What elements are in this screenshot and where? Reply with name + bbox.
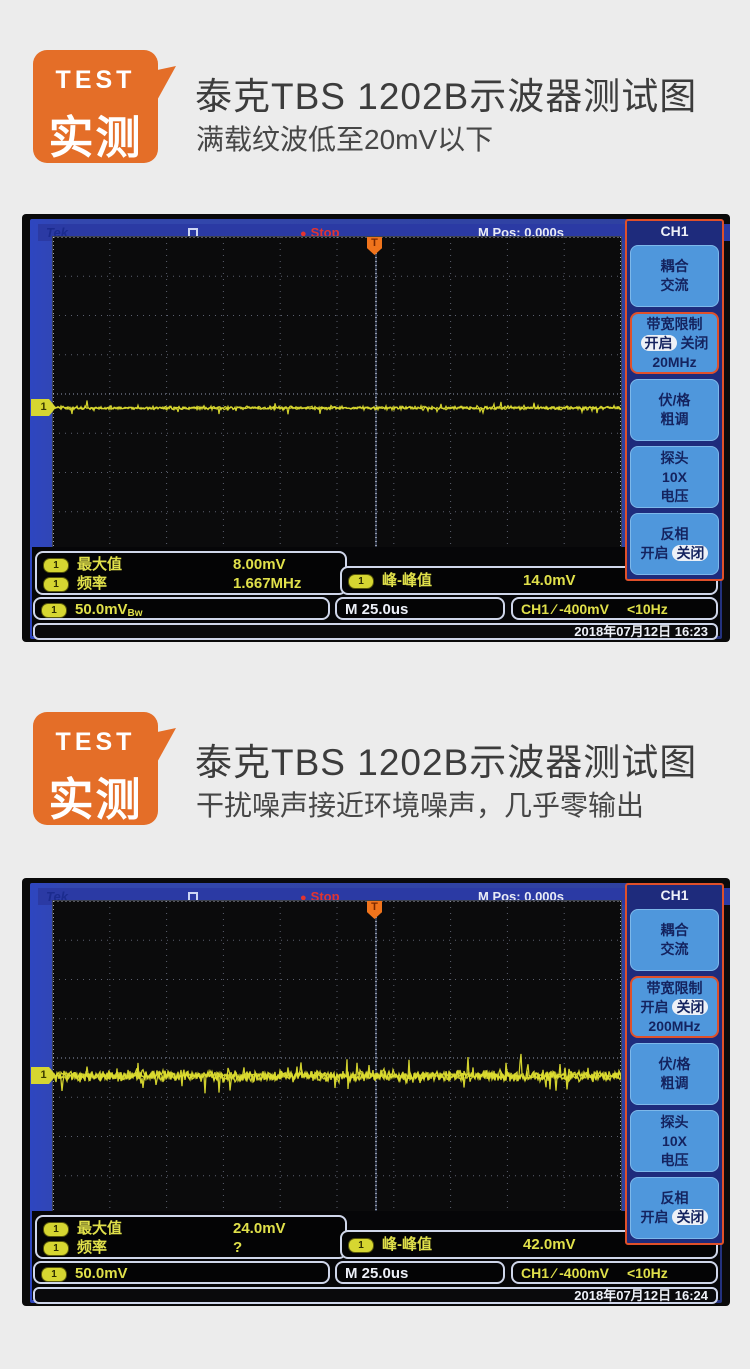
measurement-value: 42.0mV xyxy=(523,1236,576,1253)
channel1-marker: 1 xyxy=(31,399,56,416)
section-subtitle: 满载纹波低至20mV以下 xyxy=(196,124,494,155)
measurement-value: 24.0mV xyxy=(233,1220,286,1237)
invert-off-option: 关闭 xyxy=(672,1209,709,1225)
measurement-row: 1 频率 ? xyxy=(43,1238,339,1257)
badge-line1: TEST xyxy=(55,66,136,94)
timebase-readout: M 25.0us xyxy=(335,597,505,620)
section-title: 泰克TBS 1202B示波器测试图 xyxy=(195,76,698,117)
channel-badge: 1 xyxy=(43,1222,69,1237)
menu-button-bandwidth-limit: 带宽限制 开启 关闭 20MHz xyxy=(630,312,719,374)
channel-badge: 1 xyxy=(348,1238,374,1253)
menu-title: CH1 xyxy=(660,887,689,903)
measurement-label: 最大值 xyxy=(77,556,123,573)
measurement-row: 1 最大值 24.0mV xyxy=(43,1219,339,1238)
measurement-value: 8.00mV xyxy=(233,556,286,573)
channel-badge: 1 xyxy=(41,603,67,618)
menu-button-invert: 反相 开启 关闭 xyxy=(630,1177,719,1239)
measurement-box-max-freq: 1 最大值 24.0mV 1 频率 ? xyxy=(35,1215,347,1259)
bw-off-option: 关闭 xyxy=(680,334,709,351)
vertical-scale-readout: 1 50.0mVBw xyxy=(33,597,330,620)
menu-title: CH1 xyxy=(660,223,689,239)
menu-button-invert: 反相 开启 关闭 xyxy=(630,513,719,575)
datetime-readout: 2018年07月12日 16:24 xyxy=(33,1287,718,1304)
measurement-value: 14.0mV xyxy=(523,572,576,589)
measurement-value: 1.667MHz xyxy=(233,575,302,592)
datetime-readout: 2018年07月12日 16:23 xyxy=(33,623,718,640)
measurement-row: 1 最大值 8.00mV xyxy=(43,555,339,574)
volts-per-div: 50.0mV xyxy=(75,1265,128,1282)
badge-line2: 实测 xyxy=(48,774,143,825)
test-badge: TEST 实测 xyxy=(33,50,176,163)
channel-badge: 1 xyxy=(43,577,69,592)
measurement-box-max-freq: 1 最大值 8.00mV 1 频率 1.667MHz xyxy=(35,551,347,595)
badge-line1: TEST xyxy=(55,728,136,756)
measurement-label: 频率 xyxy=(77,575,108,592)
measurement-label: 峰-峰值 xyxy=(382,1236,432,1253)
trigger-frequency: <10Hz xyxy=(626,1265,668,1281)
invert-on-option: 开启 xyxy=(640,545,669,561)
graticule-and-waveform xyxy=(52,236,622,552)
timebase-readout: M 25.0us xyxy=(335,1261,505,1284)
bw-on-option: 开启 xyxy=(640,334,677,351)
channel-badge: 1 xyxy=(348,574,374,589)
trigger-position-marker: T xyxy=(367,237,382,255)
graticule-and-waveform xyxy=(52,900,622,1216)
badge-tail xyxy=(155,66,176,104)
measurement-row: 1 峰-峰值 14.0mV xyxy=(348,571,710,590)
channel-badge: 1 xyxy=(41,1267,67,1282)
trigger-source-level: CH1 ∕ -400mV xyxy=(521,601,609,617)
oscilloscope-screenshot-2: Tek ● Stop M Pos: 0.000s T 1 1 最大值 24.0mV … xyxy=(22,878,730,1306)
channel-badge: 1 xyxy=(43,558,69,573)
measurement-label: 最大值 xyxy=(77,1220,123,1237)
menu-button-volts-div: 伏/格 粗调 xyxy=(630,379,719,441)
menu-button-probe: 探头 10X 电压 xyxy=(630,446,719,508)
bw-on-option: 开启 xyxy=(640,998,669,1015)
section-title: 泰克TBS 1202B示波器测试图 xyxy=(195,742,698,783)
trigger-frequency: <10Hz xyxy=(626,601,668,617)
trigger-readout: CH1 ∕ -400mV <10Hz xyxy=(511,1261,718,1284)
measurement-label: 频率 xyxy=(77,1239,108,1256)
channel-badge: 1 xyxy=(43,1241,69,1256)
volts-per-div: 50.0mV xyxy=(75,601,128,618)
menu-button-coupling: 耦合 交流 xyxy=(630,909,719,971)
menu-button-volts-div: 伏/格 粗调 xyxy=(630,1043,719,1105)
invert-off-option: 关闭 xyxy=(672,545,709,561)
measurement-value: ? xyxy=(233,1239,243,1256)
trigger-position-marker: T xyxy=(367,901,382,919)
measurement-row: 1 频率 1.667MHz xyxy=(43,574,339,593)
badge-line2: 实测 xyxy=(48,112,143,163)
menu-button-probe: 探头 10X 电压 xyxy=(630,1110,719,1172)
bw-off-option: 关闭 xyxy=(672,998,709,1015)
trigger-source-level: CH1 ∕ -400mV xyxy=(521,1265,609,1281)
trigger-readout: CH1 ∕ -400mV <10Hz xyxy=(511,597,718,620)
stop-dot-icon: ● xyxy=(300,892,307,904)
vertical-scale-readout: 1 50.0mV xyxy=(33,1261,330,1284)
ch1-menu-panel: CH1 耦合 交流 带宽限制 开启 关闭 20MHz 伏/格 粗调 探头 10X… xyxy=(625,219,724,581)
ch1-menu-panel: CH1 耦合 交流 带宽限制 开启 关闭 200MHz 伏/格 粗调 探头 10… xyxy=(625,883,724,1245)
menu-button-bandwidth-limit: 带宽限制 开启 关闭 200MHz xyxy=(630,976,719,1038)
measurement-row: 1 峰-峰值 42.0mV xyxy=(348,1235,710,1254)
stop-dot-icon: ● xyxy=(300,228,307,240)
section-subtitle: 干扰噪声接近环境噪声，几乎零输出 xyxy=(196,790,645,821)
oscilloscope-screenshot-1: Tek ● Stop M Pos: 0.000s T 1 1 最大值 8.00mV … xyxy=(22,214,730,642)
test-badge: TEST 实测 xyxy=(33,712,176,825)
badge-tail xyxy=(155,728,176,766)
measurement-label: 峰-峰值 xyxy=(382,572,432,589)
menu-button-coupling: 耦合 交流 xyxy=(630,245,719,307)
bandwidth-limit-suffix: Bw xyxy=(127,608,143,619)
invert-on-option: 开启 xyxy=(640,1209,669,1225)
channel1-marker: 1 xyxy=(31,1067,56,1084)
